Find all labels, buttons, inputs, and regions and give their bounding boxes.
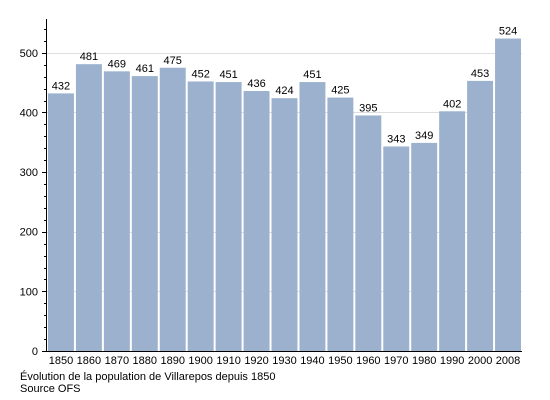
bar-1950 <box>327 97 354 352</box>
data-label: 432 <box>52 80 70 92</box>
data-label: 451 <box>219 69 237 81</box>
x-tick-label: 1900 <box>188 355 212 367</box>
bar-1850 <box>48 93 74 352</box>
x-tick-label: 1990 <box>440 355 464 367</box>
bars <box>48 38 521 352</box>
x-tick-label: 1850 <box>49 355 73 367</box>
bar-1960 <box>355 115 382 352</box>
bar-1900 <box>187 81 214 352</box>
x-tick-label: 2000 <box>468 355 492 367</box>
x-tick-label: 2008 <box>496 355 520 367</box>
data-label: 424 <box>275 85 293 97</box>
x-tick-label: 1870 <box>105 355 129 367</box>
data-label: 425 <box>331 85 349 97</box>
data-label: 436 <box>247 78 265 90</box>
y-tick-label: 0 <box>32 346 38 358</box>
x-tick-label: 1910 <box>216 355 240 367</box>
chart-caption: Évolution de la population de Villarepos… <box>20 371 276 383</box>
bar-1890 <box>159 67 186 351</box>
x-tick-label: 1950 <box>328 355 352 367</box>
data-label: 343 <box>387 133 405 145</box>
data-label: 481 <box>80 51 98 63</box>
bar-2000 <box>467 80 494 351</box>
x-tick-label: 1860 <box>77 355 101 367</box>
data-label: 395 <box>359 102 377 114</box>
axes <box>42 19 522 352</box>
bar-1910 <box>215 82 242 351</box>
data-label: 524 <box>499 26 517 38</box>
bar-1860 <box>75 64 102 351</box>
bar-1870 <box>103 71 130 351</box>
labels: 0 100 200 300 400 500 1850 1860 1870 1880 1890 1900… <box>20 26 521 367</box>
y-tick-label: 400 <box>20 107 38 119</box>
data-label: 452 <box>191 68 209 80</box>
bar-1940 <box>299 82 326 351</box>
y-tick-label: 100 <box>20 286 38 298</box>
data-label: 469 <box>108 58 126 70</box>
x-tick-label: 1960 <box>356 355 380 367</box>
source-note: Source OFS <box>20 383 81 395</box>
data-label: 349 <box>415 130 433 142</box>
data-label: 402 <box>443 98 461 110</box>
x-tick-label: 1930 <box>272 355 296 367</box>
data-label: 453 <box>471 68 489 80</box>
data-label: 475 <box>164 55 182 67</box>
bar-2008 <box>495 38 521 351</box>
data-label: 461 <box>136 63 154 75</box>
bar-1980 <box>411 142 438 351</box>
x-tick-label: 1980 <box>412 355 436 367</box>
x-tick-label: 1920 <box>244 355 268 367</box>
x-tick-label: 1890 <box>160 355 184 367</box>
bar-1990 <box>439 111 466 352</box>
bar-1930 <box>271 98 298 351</box>
x-tick-label: 1970 <box>384 355 408 367</box>
y-tick-label: 500 <box>20 48 38 60</box>
x-tick-label: 1880 <box>133 355 157 367</box>
y-tick-label: 200 <box>20 227 38 239</box>
bar-1970 <box>383 146 410 351</box>
bar-1880 <box>131 76 158 351</box>
bar-1920 <box>243 91 270 351</box>
data-label: 451 <box>303 69 321 81</box>
x-tick-label: 1940 <box>300 355 324 367</box>
y-tick-label: 300 <box>20 167 38 179</box>
